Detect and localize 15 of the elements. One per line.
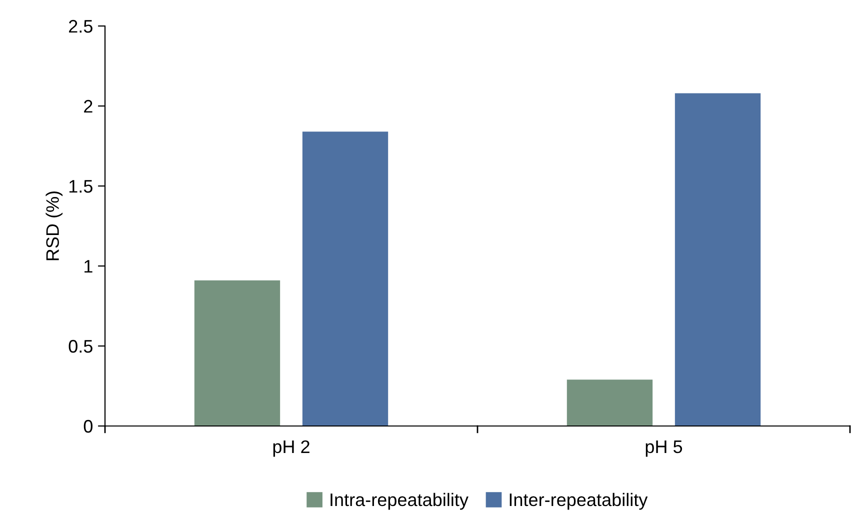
y-tick-label: 0 xyxy=(84,420,92,433)
bar xyxy=(302,132,388,426)
x-tick-label: pH 2 xyxy=(273,440,310,457)
y-tick-label: 2 xyxy=(84,100,92,113)
x-tick-label: pH 5 xyxy=(646,440,682,457)
bar xyxy=(566,380,653,426)
bar xyxy=(194,280,280,426)
y-tick-label: 2.5 xyxy=(69,20,92,33)
y-axis-title: RSD (%) xyxy=(46,192,63,260)
legend-label: Inter-repeatability xyxy=(510,492,648,510)
y-tick-label: 1.5 xyxy=(69,180,92,193)
legend-label: Intra-repeatability xyxy=(330,492,468,510)
y-tick-label: 1 xyxy=(84,260,92,273)
y-tick-label: 0.5 xyxy=(68,340,92,353)
bar xyxy=(674,93,761,426)
